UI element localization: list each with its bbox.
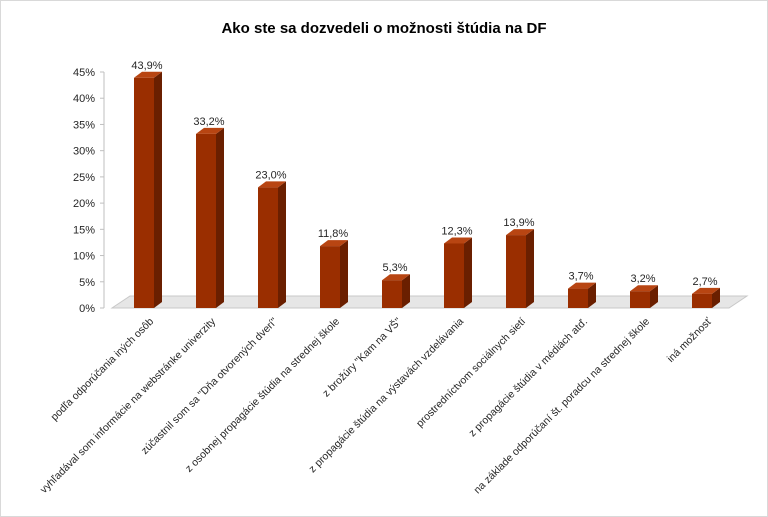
- bar: [134, 77, 154, 308]
- bar-top: [506, 229, 534, 236]
- bar-top: [568, 282, 596, 289]
- bar-top: [382, 274, 410, 281]
- bar-side: [588, 282, 596, 308]
- bar-top: [320, 240, 348, 247]
- bar: [382, 280, 402, 308]
- chart-title: Ako ste sa dozvedeli o možnosti štúdia n…: [221, 20, 547, 37]
- bar: [444, 243, 464, 308]
- data-label: 11,8%: [318, 228, 349, 240]
- bar-top: [258, 181, 286, 188]
- bar-side: [216, 127, 224, 308]
- x-tick-label: iná možnosť: [665, 315, 715, 365]
- data-label: 43,9%: [131, 60, 162, 72]
- data-label: 12,3%: [441, 225, 472, 237]
- data-label: 33,2%: [193, 116, 224, 128]
- bar: [506, 235, 526, 308]
- bar-side: [464, 237, 472, 308]
- data-label: 3,7%: [568, 271, 593, 283]
- x-tick-label: zúčastnil som sa "Dňa otvorených dverí": [139, 315, 280, 456]
- bar: [258, 187, 278, 308]
- bar: [630, 291, 650, 308]
- bar-side: [340, 240, 348, 308]
- bar: [320, 246, 340, 308]
- bar-top: [630, 285, 658, 292]
- bar-side: [650, 285, 658, 308]
- y-tick-label: 15%: [73, 224, 95, 236]
- y-tick-label: 5%: [79, 277, 95, 289]
- bar-top: [196, 127, 224, 134]
- x-tick-label: prostredníctvom sociálnych sietí: [414, 316, 528, 430]
- x-tick-label: z propagácie štúdia v médiách atď.: [466, 316, 590, 440]
- data-label: 23,0%: [255, 169, 286, 181]
- y-tick-label: 10%: [73, 251, 95, 263]
- bar-side: [402, 274, 410, 308]
- bar: [568, 288, 588, 308]
- y-tick-label: 40%: [73, 93, 95, 105]
- bar: [196, 133, 216, 308]
- bar: [692, 293, 712, 308]
- data-label: 3,2%: [630, 273, 655, 285]
- bar-top: [134, 71, 162, 78]
- x-tick-label: podľa odporúčania iných osôb: [48, 316, 156, 424]
- bar-side: [526, 229, 534, 308]
- y-tick-label: 20%: [73, 198, 95, 210]
- bar-top: [692, 287, 720, 294]
- y-tick-label: 35%: [73, 119, 95, 131]
- bar-side: [278, 181, 286, 308]
- y-tick-label: 0%: [79, 303, 95, 315]
- bar-side: [154, 71, 162, 308]
- data-label: 13,9%: [503, 217, 534, 229]
- y-tick-label: 45%: [73, 67, 95, 79]
- y-tick-label: 30%: [73, 146, 95, 158]
- y-tick-label: 25%: [73, 172, 95, 184]
- data-label: 2,7%: [692, 276, 717, 288]
- bar-top: [444, 237, 472, 244]
- data-label: 5,3%: [382, 262, 407, 274]
- bar-side: [712, 287, 720, 308]
